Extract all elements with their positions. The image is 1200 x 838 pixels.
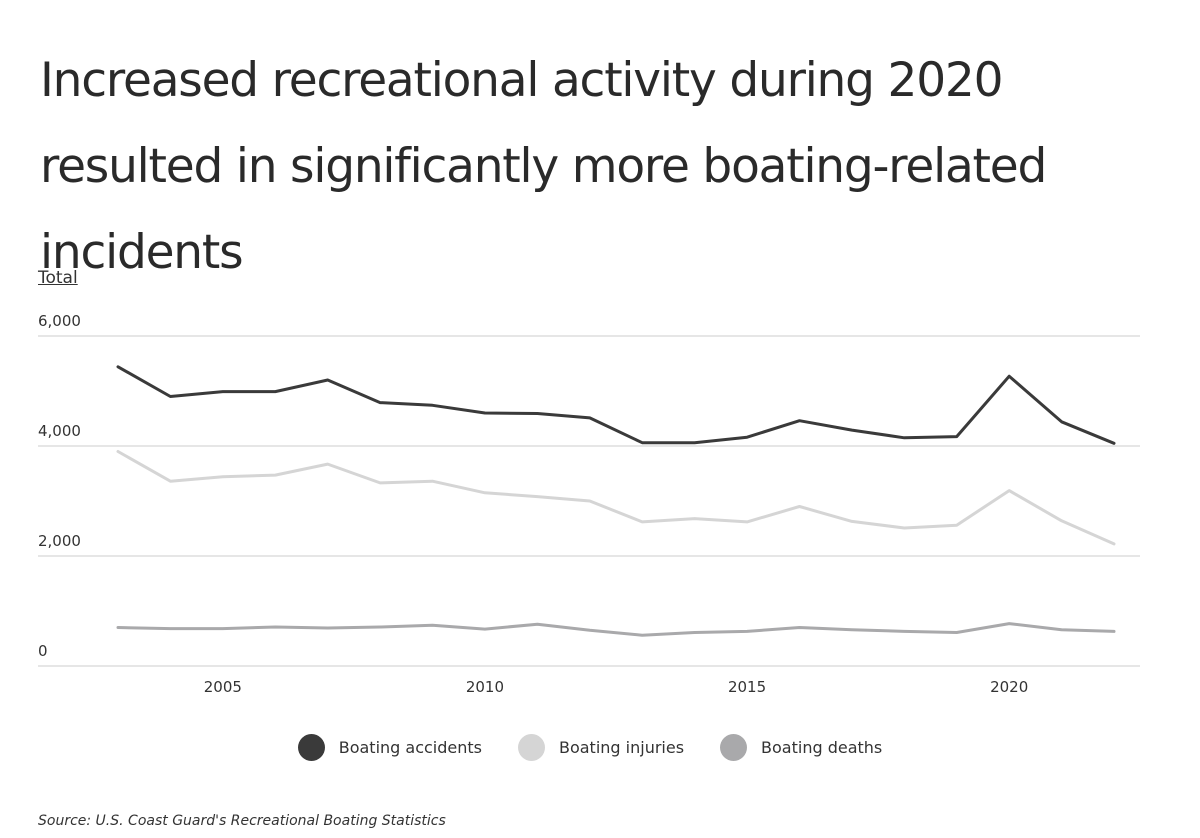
legend-swatch-accidents [297, 734, 325, 761]
y-tick-labels: 0 2,000 4,000 6,000 [38, 312, 81, 660]
legend-swatch-injuries [517, 734, 545, 761]
source-note: Source: U.S. Coast Guard's Recreational … [38, 813, 446, 829]
series-line-boating-deaths [116, 622, 1116, 637]
legend-item-accidents[interactable]: Boating accidents [297, 734, 482, 761]
series-line-boating-accidents [116, 365, 1116, 445]
x-tick-label: 2015 [728, 678, 766, 696]
y-tick-label: 4,000 [38, 422, 81, 440]
y-tick-label: 0 [38, 642, 48, 660]
legend: Boating accidents Boating injuries Boati… [0, 734, 1180, 761]
legend-label-accidents: Boating accidents [338, 738, 482, 757]
series-lines [116, 365, 1116, 637]
line-chart: 0 2,000 4,000 6,000 2005 2010 2015 2020 [38, 312, 1140, 696]
x-tick-label: 2020 [990, 678, 1028, 696]
legend-item-deaths[interactable]: Boating deaths [720, 734, 882, 761]
x-tick-label: 2005 [204, 678, 242, 696]
y-tick-label: 6,000 [38, 312, 81, 330]
legend-swatch-deaths [720, 734, 748, 761]
legend-label-injuries: Boating injuries [558, 738, 685, 757]
y-tick-label: 2,000 [38, 532, 81, 550]
chart-title: Increased recreational activity during 2… [40, 53, 1047, 280]
gridlines [38, 335, 1140, 667]
x-tick-label: 2010 [466, 678, 504, 696]
legend-label-deaths: Boating deaths [761, 738, 883, 757]
x-tick-labels: 2005 2010 2015 2020 [204, 678, 1029, 696]
y-axis-label: Total [38, 268, 78, 288]
series-line-boating-injuries [116, 450, 1116, 546]
legend-item-injuries[interactable]: Boating injuries [517, 734, 685, 761]
